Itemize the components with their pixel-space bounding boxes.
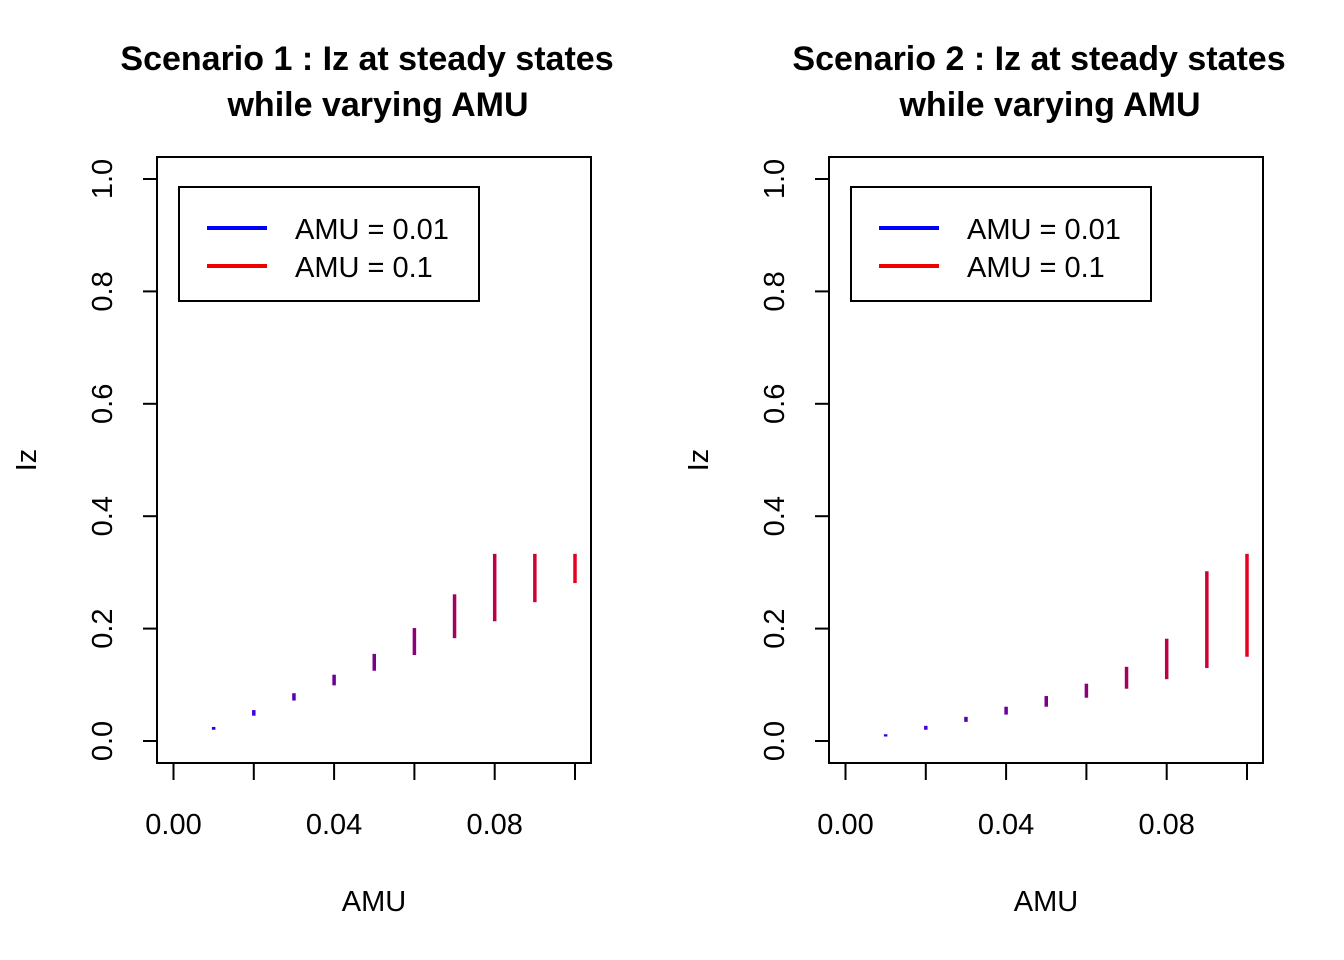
legend-box bbox=[850, 186, 1152, 302]
x-tick-label: 0.08 bbox=[466, 809, 522, 841]
y-axis-label: Iz bbox=[11, 449, 43, 472]
y-tick-label: 0.4 bbox=[759, 496, 791, 536]
legend-label: AMU = 0.1 bbox=[295, 252, 433, 284]
x-tick-label: 0.04 bbox=[978, 809, 1034, 841]
y-tick-label: 0.2 bbox=[759, 608, 791, 648]
x-tick-label: 0.00 bbox=[817, 809, 873, 841]
legend-box bbox=[178, 186, 480, 302]
y-tick-label: 0.6 bbox=[759, 384, 791, 424]
legend-label: AMU = 0.01 bbox=[295, 214, 449, 246]
chart-panel-2: Scenario 2 : Iz at steady states while va… bbox=[683, 40, 1286, 918]
x-axis-label: AMU bbox=[1014, 886, 1078, 918]
legend-label: AMU = 0.01 bbox=[967, 214, 1121, 246]
x-tick-label: 0.00 bbox=[145, 809, 201, 841]
y-tick-label: 0.8 bbox=[759, 271, 791, 311]
y-tick-label: 0.0 bbox=[87, 721, 119, 761]
y-axis-label: Iz bbox=[683, 449, 715, 472]
y-tick-label: 0.4 bbox=[87, 496, 119, 536]
chart-panel-1: Scenario 1 : Iz at steady states while va… bbox=[11, 40, 614, 918]
y-tick-label: 0.8 bbox=[87, 271, 119, 311]
chart-title-line-1: Scenario 2 : Iz at steady states bbox=[792, 40, 1285, 78]
legend-label: AMU = 0.1 bbox=[967, 252, 1105, 284]
x-tick-label: 0.08 bbox=[1138, 809, 1194, 841]
y-tick-label: 1.0 bbox=[759, 159, 791, 199]
x-tick-label: 0.04 bbox=[306, 809, 362, 841]
y-tick-label: 0.6 bbox=[87, 384, 119, 424]
chart-title-line-2: while varying AMU bbox=[898, 86, 1200, 124]
y-tick-label: 0.2 bbox=[87, 608, 119, 648]
x-axis-label: AMU bbox=[342, 886, 406, 918]
y-tick-label: 0.0 bbox=[759, 721, 791, 761]
y-tick-label: 1.0 bbox=[87, 159, 119, 199]
chart-title-line-1: Scenario 1 : Iz at steady states bbox=[120, 40, 613, 78]
chart-title-line-2: while varying AMU bbox=[226, 86, 528, 124]
